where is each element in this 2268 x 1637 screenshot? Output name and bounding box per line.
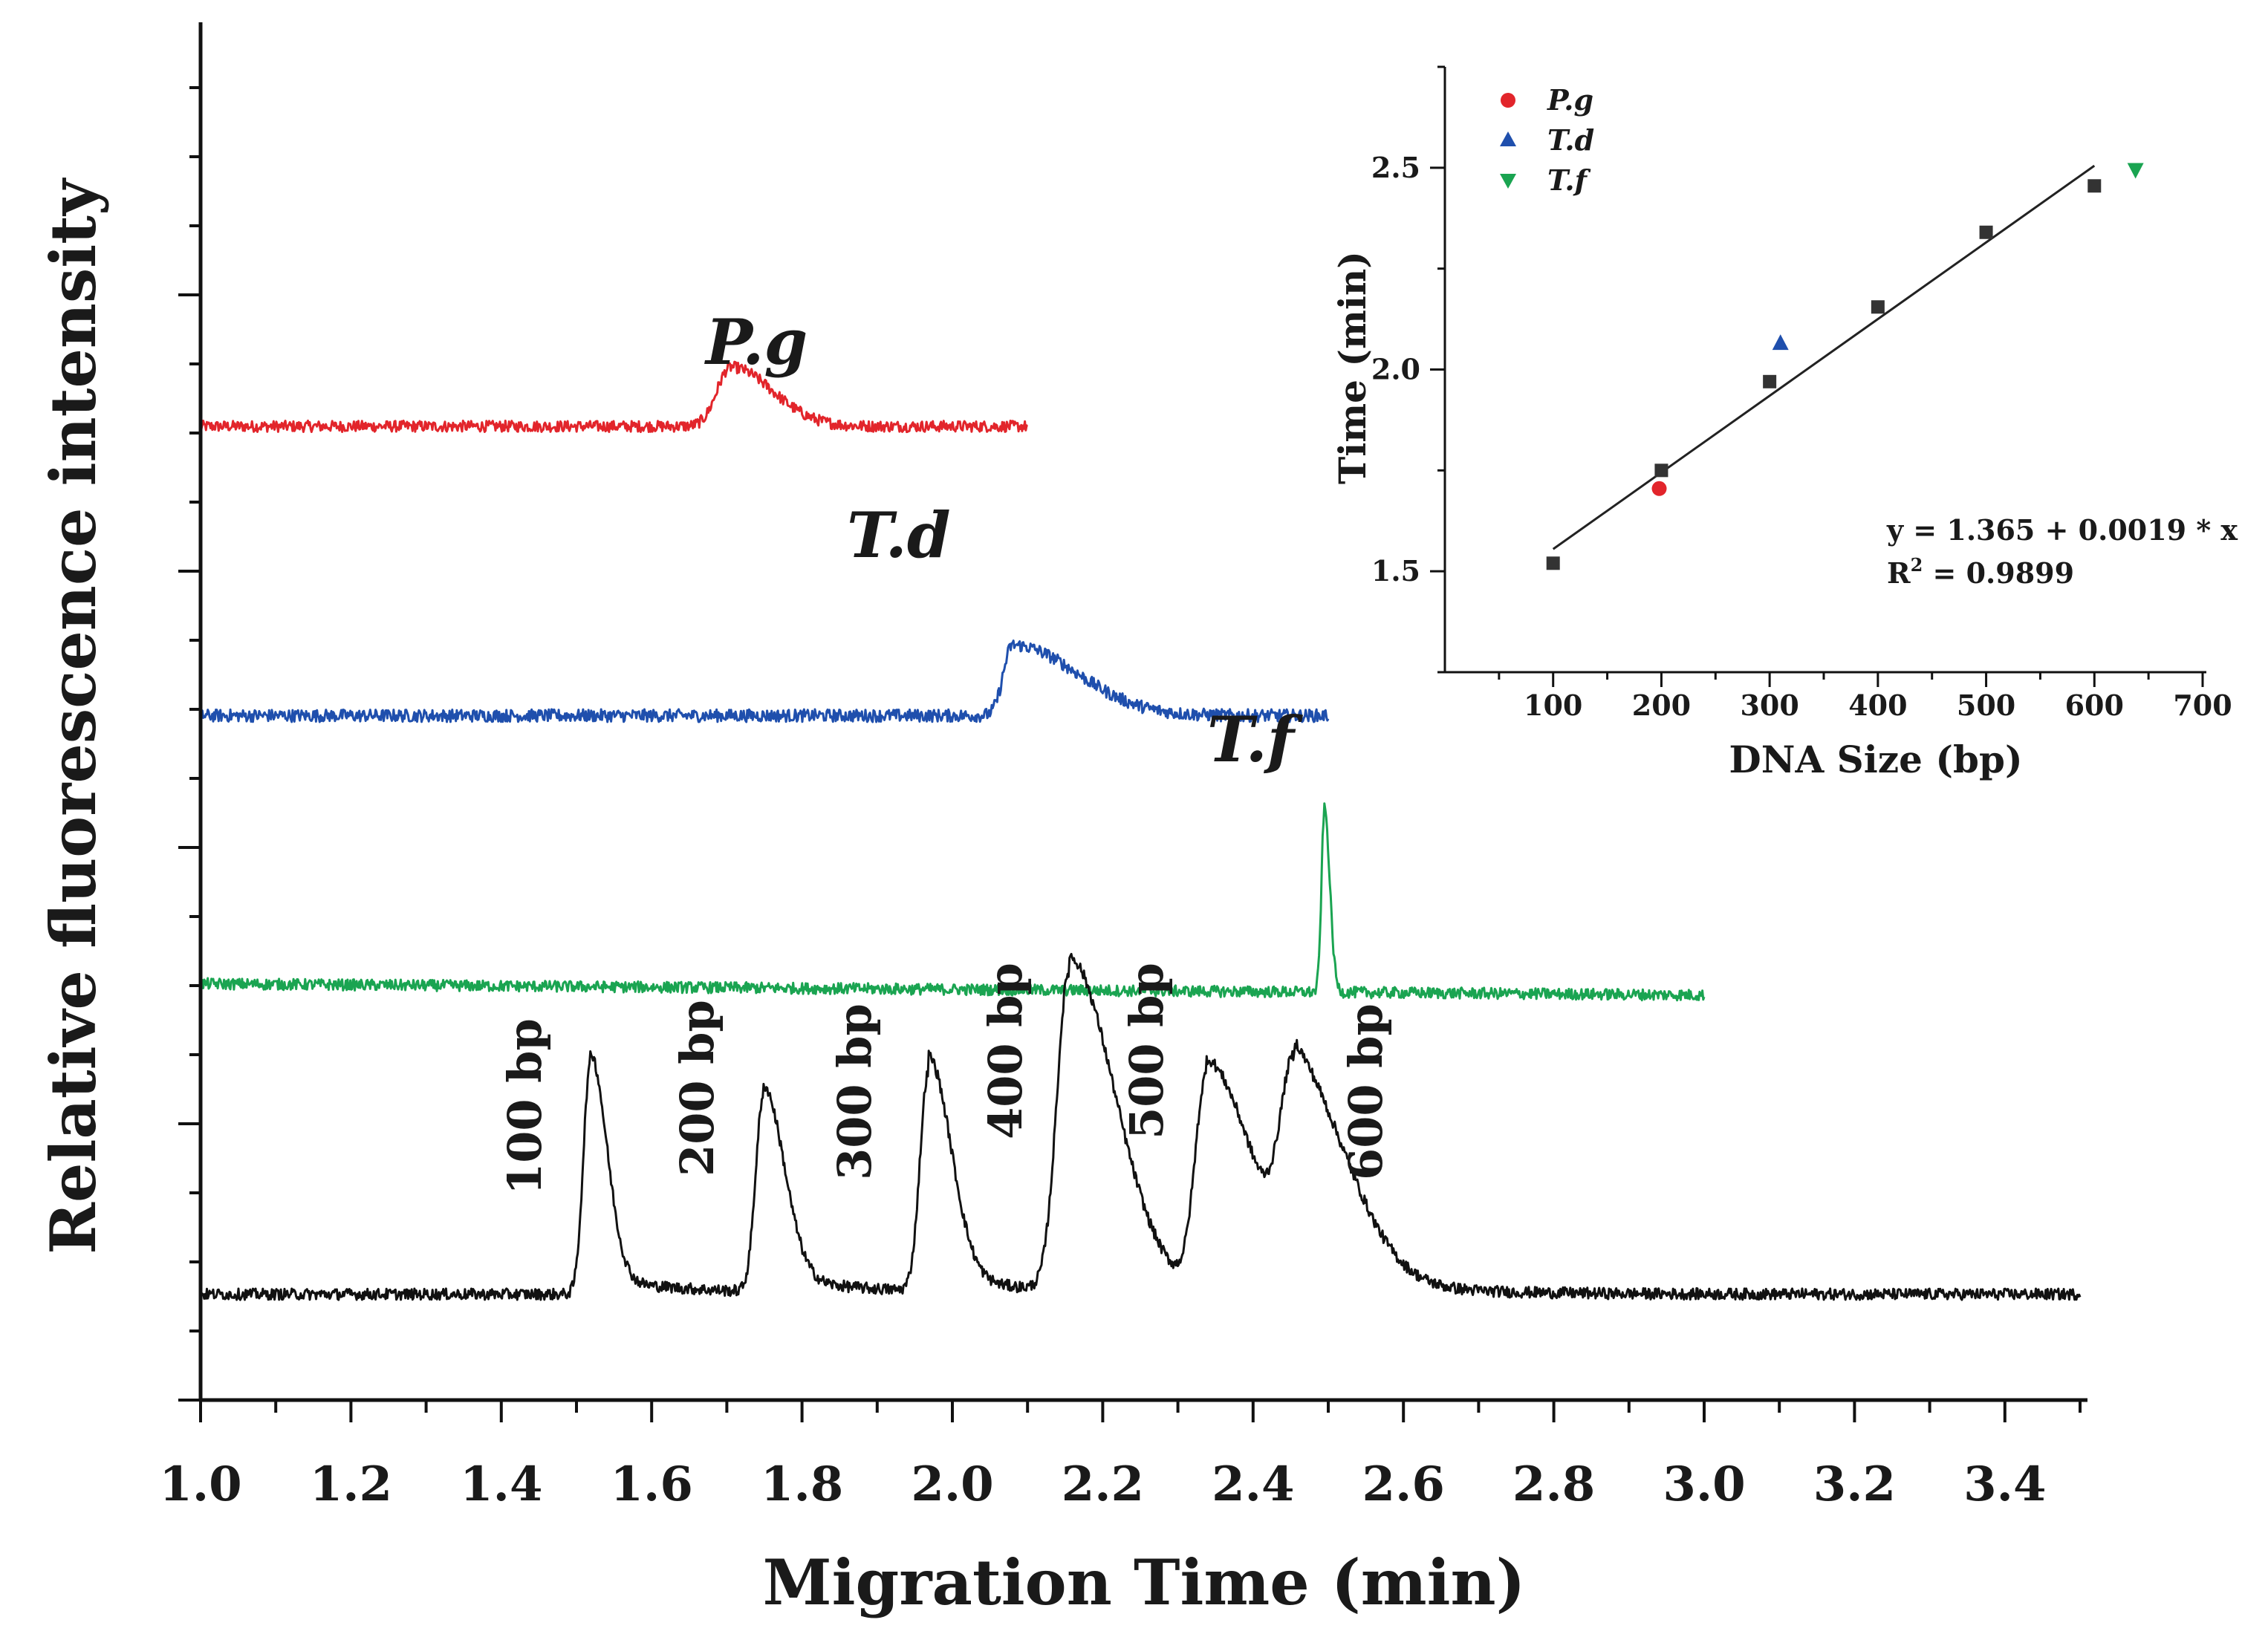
peak-label-500bp: 500 bp: [1120, 963, 1174, 1139]
main-chart: 1.0 1.2 1.4 1.6 1.8 2.0 2.2 2.4 2.6 2.8 3.0 3.2 3.4 …: [36, 22, 2087, 1619]
legend-label-pg: P.g: [1547, 83, 1593, 117]
inset-point-ladder: [1763, 374, 1777, 388]
inset-point-tf: [2127, 163, 2144, 179]
inset-x-tick-label: 600: [2065, 689, 2124, 722]
x-tick-label: 1.0: [159, 1457, 241, 1512]
x-tick-label: 2.0: [911, 1457, 993, 1512]
x-tick-label: 2.6: [1362, 1457, 1445, 1512]
inset-point-ladder: [1871, 300, 1885, 314]
fit-r-squared: R2 = 0.9899: [1887, 554, 2074, 590]
inset-point-ladder: [1546, 556, 1560, 570]
series-label-tf: T.f: [1207, 703, 1304, 776]
x-tick-label: 3.0: [1663, 1457, 1745, 1512]
main-y-ticks: [178, 86, 201, 1402]
legend-label-tf: T.f: [1547, 163, 1591, 197]
r-squared-base: R: [1887, 556, 1911, 590]
peak-label-600bp: 600 bp: [1339, 1003, 1393, 1180]
trace-tf: [199, 802, 1706, 1002]
inset-y-axis-title: Time (min): [1330, 251, 1374, 484]
inset-x-tick-label: 100: [1524, 689, 1582, 722]
inset-y-tick-label: 2.5: [1371, 151, 1420, 184]
inset-y-tick-label: 1.5: [1371, 554, 1420, 588]
x-tick-label: 3.2: [1813, 1457, 1896, 1512]
fit-line: [1552, 164, 2096, 550]
inset-x-axis-title: DNA Size (bp): [1729, 738, 2022, 781]
x-tick-label: 2.8: [1512, 1457, 1595, 1512]
x-tick-label: 1.4: [460, 1457, 542, 1512]
legend-label-td: T.d: [1547, 123, 1594, 157]
fit-equation: y = 1.365 + 0.0019 * x: [1886, 513, 2238, 547]
legend-marker-pg: [1501, 93, 1515, 108]
inset-ticks: 100 200 300 400 500 600 700 1.5 2.0 2.5: [1371, 65, 2232, 722]
x-tick-label: 1.8: [761, 1457, 843, 1512]
x-tick-label: 3.4: [1963, 1457, 2046, 1512]
inset-y-tick-label: 2.0: [1371, 353, 1420, 386]
peak-label-400bp: 400 bp: [978, 963, 1033, 1139]
trace-ladder: [199, 952, 2082, 1301]
x-tick-label: 1.6: [611, 1457, 693, 1512]
inset-point-ladder: [2087, 179, 2102, 193]
r-squared-exponent: 2: [1911, 554, 1923, 576]
x-tick-label: 2.2: [1062, 1457, 1144, 1512]
x-tick-label: 2.4: [1212, 1457, 1294, 1512]
inset-point-ladder: [1979, 225, 1993, 239]
inset-x-tick-label: 200: [1632, 689, 1691, 722]
series-label-pg: P.g: [704, 305, 808, 379]
main-x-axis-title: Migration Time (min): [763, 1546, 1526, 1619]
legend-marker-tf: [1500, 174, 1516, 189]
peak-label-300bp: 300 bp: [828, 1003, 882, 1180]
inset-chart: 100 200 300 400 500 600 700 1.5 2.0 2.5 P.g T.d T…: [1330, 65, 2238, 781]
inset-x-tick-label: 500: [1957, 689, 2015, 722]
peak-label-200bp: 200 bp: [670, 1000, 724, 1177]
inset-point-pg: [1651, 481, 1667, 496]
main-traces: [199, 360, 2082, 1301]
legend-marker-td: [1500, 131, 1516, 146]
x-tick-label: 1.2: [310, 1457, 392, 1512]
series-label-td: T.d: [847, 498, 951, 572]
trace-pg: [199, 360, 1029, 434]
inset-x-tick-label: 700: [2173, 689, 2232, 722]
r-squared-value: = 0.9899: [1923, 556, 2074, 590]
inset-point-td: [1772, 334, 1789, 351]
main-y-axis-title: Relative fluorescence intensity: [36, 178, 110, 1254]
inset-legend: P.g T.d T.f: [1500, 83, 1594, 197]
inset-point-ladder: [1654, 463, 1668, 478]
inset-x-tick-label: 300: [1740, 689, 1799, 722]
trace-td: [199, 639, 1330, 723]
peak-label-100bp: 100 bp: [498, 1018, 552, 1195]
main-x-ticks: 1.0 1.2 1.4 1.6 1.8 2.0 2.2 2.4 2.6 2.8 3.0 3.2 3.4: [159, 1400, 2082, 1512]
inset-markers: [1546, 163, 2144, 570]
inset-x-tick-label: 400: [1848, 689, 1907, 722]
